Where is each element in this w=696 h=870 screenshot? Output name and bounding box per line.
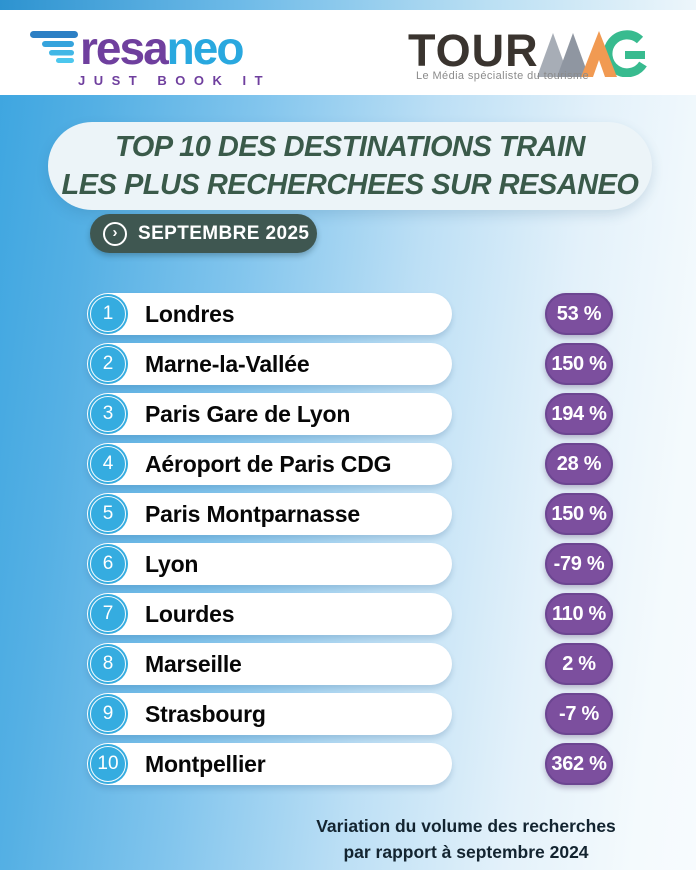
footnote-line-1: Variation du volume des recherches (316, 816, 616, 836)
variation-pill: 110 % (545, 593, 613, 635)
destination-name: Marseille (145, 650, 242, 677)
tourmag-tagline: Le Média spécialiste du tourisme (416, 70, 589, 82)
ranking-row: 10 Montpellier 362 % (0, 743, 696, 785)
ranking-row: 6 Lyon -79 % (0, 543, 696, 585)
variation-pill: 194 % (545, 393, 613, 435)
ranking-row: 3 Paris Gare de Lyon 194 % (0, 393, 696, 435)
variation-pill: -7 % (545, 693, 613, 735)
title-line-1: TOP 10 DES DESTINATIONS TRAIN (115, 131, 585, 163)
resaneo-wordmark-resa: resa (80, 22, 169, 74)
destination-pill: 9 Strasbourg (87, 693, 452, 735)
resaneo-tagline: JUST BOOK IT (78, 73, 272, 88)
title-line-2: LES PLUS RECHERCHEES SUR RESANEO (61, 169, 640, 201)
footnote-line-2: par rapport à septembre 2024 (343, 842, 589, 862)
destination-name: Paris Montparnasse (145, 500, 360, 527)
ranking-row: 7 Lourdes 110 % (0, 593, 696, 635)
destination-pill: 10 Montpellier (87, 743, 452, 785)
destination-name: Montpellier (145, 750, 266, 777)
destination-pill: 4 Aéroport de Paris CDG (87, 443, 452, 485)
ranking-row: 4 Aéroport de Paris CDG 28 % (0, 443, 696, 485)
variation-pill: -79 % (545, 543, 613, 585)
period-badge: › SEPTEMBRE 2025 (90, 214, 317, 253)
destination-pill: 7 Lourdes (87, 593, 452, 635)
resaneo-wordmark: resa neo (30, 24, 271, 72)
chevron-right-icon: › (103, 221, 127, 246)
destination-name: Aéroport de Paris CDG (145, 450, 392, 477)
variation-pill: 362 % (545, 743, 613, 785)
tourmag-wordmark: TOUR (408, 25, 678, 77)
destination-name: Lyon (145, 550, 199, 577)
ranking-row: 5 Paris Montparnasse 150 % (0, 493, 696, 535)
destination-name: Marne-la-Vallée (145, 350, 310, 377)
title-banner: TOP 10 DES DESTINATIONS TRAIN LES PLUS R… (48, 122, 652, 210)
variation-pill: 53 % (545, 293, 613, 335)
rank-badge: 10 (88, 744, 128, 784)
header: resa neo JUST BOOK IT TOUR Le Média spéc… (0, 10, 696, 95)
destination-pill: 1 Londres (87, 293, 452, 335)
rank-badge: 8 (88, 644, 128, 684)
resaneo-logo: resa neo JUST BOOK IT (30, 24, 271, 88)
top-accent-strip (0, 0, 696, 10)
variation-pill: 28 % (545, 443, 613, 485)
destination-name: Londres (145, 300, 235, 327)
ranking-row: 9 Strasbourg -7 % (0, 693, 696, 735)
variation-pill: 150 % (545, 493, 613, 535)
destination-pill: 2 Marne-la-Vallée (87, 343, 452, 385)
variation-pill: 150 % (545, 343, 613, 385)
variation-pill: 2 % (545, 643, 613, 685)
destination-name: Paris Gare de Lyon (145, 400, 351, 427)
resaneo-wordmark-neo: neo (166, 22, 245, 74)
rank-badge: 5 (88, 494, 128, 534)
rank-badge: 9 (88, 694, 128, 734)
destination-pill: 8 Marseille (87, 643, 452, 685)
ranking-row: 2 Marne-la-Vallée 150 % (0, 343, 696, 385)
ranking-row: 1 Londres 53 % (0, 293, 696, 335)
resaneo-speedlines-icon (30, 31, 78, 63)
rank-badge: 7 (88, 594, 128, 634)
ranking-row: 8 Marseille 2 % (0, 643, 696, 685)
destination-name: Lourdes (145, 600, 235, 627)
period-label: SEPTEMBRE 2025 (138, 222, 310, 244)
rank-badge: 3 (88, 394, 128, 434)
destination-pill: 5 Paris Montparnasse (87, 493, 452, 535)
rank-badge: 2 (88, 344, 128, 384)
tourmag-logo: TOUR Le Média spécialiste du tourisme (408, 28, 678, 82)
destination-pill: 6 Lyon (87, 543, 452, 585)
destination-pill: 3 Paris Gare de Lyon (87, 393, 452, 435)
rank-badge: 1 (88, 294, 128, 334)
tourmag-wordmark-tour: TOUR (408, 25, 539, 76)
ranking-list: 1 Londres 53 % 2 Marne-la-Vallée 150 % 3… (0, 293, 696, 793)
footnote: Variation du volume des recherches par r… (280, 813, 652, 865)
rank-badge: 6 (88, 544, 128, 584)
rank-badge: 4 (88, 444, 128, 484)
destination-name: Strasbourg (145, 700, 266, 727)
tourmag-mag-glyph (536, 30, 647, 77)
